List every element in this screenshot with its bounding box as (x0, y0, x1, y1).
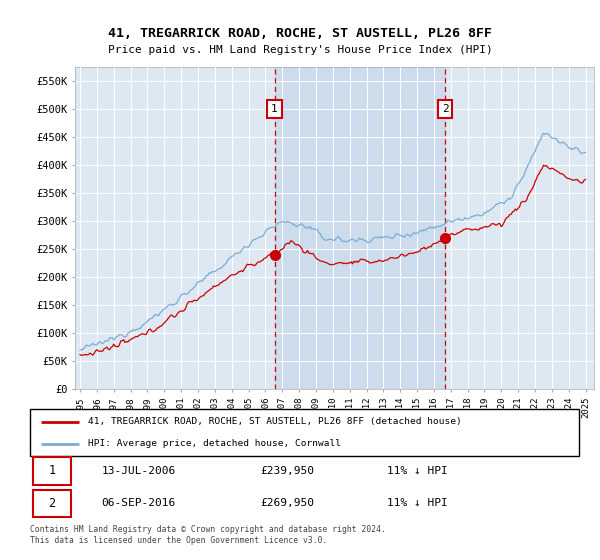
Text: Price paid vs. HM Land Registry's House Price Index (HPI): Price paid vs. HM Land Registry's House … (107, 45, 493, 55)
Text: 13-JUL-2006: 13-JUL-2006 (101, 466, 176, 476)
Text: 2: 2 (442, 104, 449, 114)
Text: £269,950: £269,950 (260, 498, 314, 508)
Text: Contains HM Land Registry data © Crown copyright and database right 2024.
This d: Contains HM Land Registry data © Crown c… (30, 525, 386, 545)
Text: 11% ↓ HPI: 11% ↓ HPI (387, 498, 448, 508)
Text: 41, TREGARRICK ROAD, ROCHE, ST AUSTELL, PL26 8FF: 41, TREGARRICK ROAD, ROCHE, ST AUSTELL, … (108, 27, 492, 40)
Text: £239,950: £239,950 (260, 466, 314, 476)
Text: 11% ↓ HPI: 11% ↓ HPI (387, 466, 448, 476)
FancyBboxPatch shape (33, 458, 71, 484)
Text: 2: 2 (49, 497, 56, 510)
Text: 06-SEP-2016: 06-SEP-2016 (101, 498, 176, 508)
Text: 1: 1 (49, 464, 56, 478)
Text: HPI: Average price, detached house, Cornwall: HPI: Average price, detached house, Corn… (88, 439, 341, 448)
Bar (275, 67, 445, 389)
Text: 1: 1 (271, 104, 278, 114)
FancyBboxPatch shape (33, 490, 71, 517)
Text: 41, TREGARRICK ROAD, ROCHE, ST AUSTELL, PL26 8FF (detached house): 41, TREGARRICK ROAD, ROCHE, ST AUSTELL, … (88, 417, 461, 426)
FancyBboxPatch shape (30, 409, 579, 456)
